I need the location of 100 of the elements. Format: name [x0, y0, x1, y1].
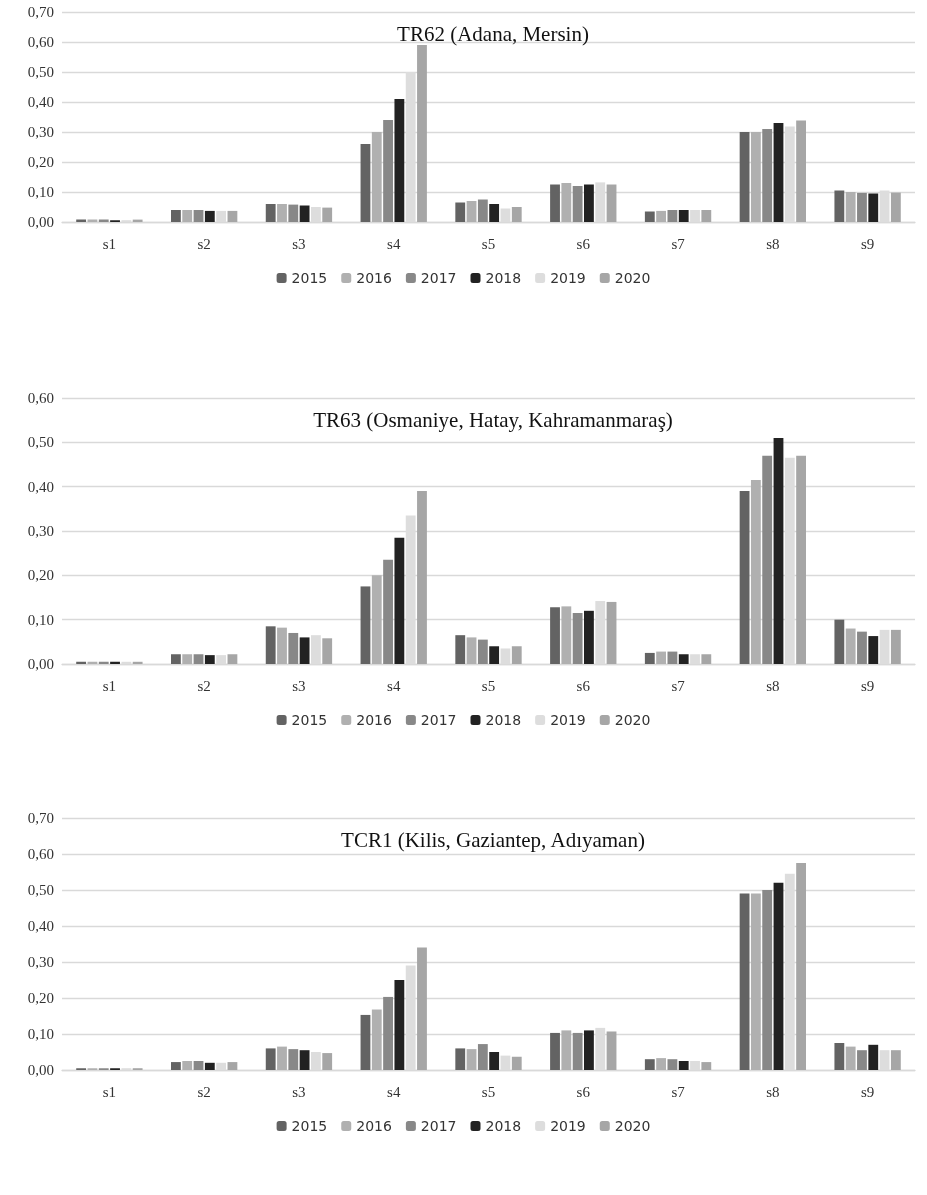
bar — [322, 207, 333, 222]
bar — [193, 1061, 204, 1070]
bar — [796, 863, 807, 1070]
x-tick-label: s7 — [671, 677, 686, 694]
bar — [417, 45, 427, 222]
x-tick-label: s2 — [197, 677, 211, 694]
bar — [644, 1059, 655, 1070]
bar — [857, 631, 867, 664]
bar — [584, 184, 594, 222]
bar — [417, 491, 427, 664]
y-tick-label: 0,20 — [27, 567, 54, 584]
legend-label: 2020 — [614, 712, 651, 728]
bar — [667, 651, 678, 664]
bar — [466, 637, 477, 664]
legend-label: 2020 — [614, 270, 651, 286]
y-tick-label: 0,30 — [27, 954, 54, 970]
x-tick-label: s7 — [671, 1083, 686, 1100]
bar — [477, 639, 488, 664]
x-tick-label: s2 — [197, 235, 211, 252]
bar — [656, 210, 667, 222]
y-tick-label: 0,10 — [27, 1026, 54, 1042]
bar — [845, 192, 856, 222]
y-tick-label: 0,70 — [27, 810, 54, 826]
bar — [750, 132, 761, 222]
legend-label: 2015 — [291, 1118, 328, 1134]
y-tick-label: 0,60 — [27, 34, 54, 50]
x-tick-label: s9 — [860, 677, 875, 694]
bar — [383, 996, 393, 1070]
x-tick-label: s1 — [102, 1083, 117, 1100]
bar — [584, 1030, 594, 1070]
bar — [834, 1043, 845, 1070]
bar — [796, 120, 807, 222]
legend-label: 2017 — [420, 712, 457, 728]
bar — [394, 980, 405, 1070]
bar — [606, 601, 617, 664]
bar — [572, 1032, 583, 1070]
bar — [489, 646, 500, 664]
bar — [868, 193, 879, 222]
bar — [299, 205, 310, 222]
bar — [489, 204, 500, 222]
bar — [288, 632, 299, 664]
bar — [489, 1052, 500, 1070]
bar — [299, 637, 310, 664]
bar — [584, 610, 594, 664]
chart-title: TR62 (Adana, Mersin) — [397, 21, 589, 46]
x-tick-label: s4 — [387, 235, 401, 252]
bar — [550, 607, 560, 664]
chart-title: TCR1 (Kilis, Gaziantep, Adıyaman) — [341, 827, 645, 852]
bar — [322, 1053, 333, 1070]
bar — [277, 627, 287, 664]
x-tick-label: s3 — [292, 1083, 306, 1100]
bar — [750, 480, 761, 664]
x-tick-label: s5 — [481, 677, 496, 694]
bar — [739, 132, 750, 222]
legend-label: 2018 — [485, 1118, 522, 1134]
bar — [110, 661, 120, 664]
bar — [561, 183, 572, 222]
bar — [773, 882, 784, 1070]
bar — [644, 652, 655, 664]
y-tick-label: 0,00 — [27, 656, 54, 672]
bar — [299, 1050, 310, 1070]
x-tick-label: s8 — [766, 235, 780, 252]
bar — [277, 204, 287, 222]
y-tick-label: 0,00 — [27, 214, 54, 230]
bar — [796, 455, 807, 664]
bar — [561, 606, 572, 664]
bar — [182, 1061, 193, 1070]
bar — [701, 654, 712, 664]
bar — [561, 1030, 572, 1070]
y-tick-label: 0,40 — [27, 918, 54, 934]
bar — [288, 1049, 299, 1070]
bar — [834, 619, 845, 664]
bar — [132, 661, 143, 664]
x-tick-label: s6 — [576, 235, 591, 252]
x-tick-label: s8 — [766, 677, 780, 694]
bar — [857, 192, 867, 222]
bar — [511, 207, 522, 222]
x-tick-label: s6 — [576, 677, 591, 694]
bar — [170, 1062, 181, 1070]
bar — [678, 210, 689, 222]
x-tick-label: s5 — [481, 235, 496, 252]
bar — [762, 455, 773, 664]
x-tick-label: s6 — [576, 1083, 591, 1100]
y-tick-label: 0,10 — [27, 611, 54, 628]
legend-label: 2020 — [614, 1118, 651, 1134]
bar — [383, 120, 393, 222]
bar — [750, 893, 761, 1070]
y-tick-label: 0,40 — [27, 478, 54, 495]
bar — [477, 199, 488, 222]
bar — [394, 99, 405, 222]
bar — [466, 201, 477, 222]
bar — [606, 1031, 617, 1070]
bar — [288, 204, 299, 222]
y-tick-label: 0,50 — [27, 882, 54, 898]
x-tick-label: s9 — [860, 1083, 875, 1100]
bar — [360, 586, 371, 664]
x-tick-label: s8 — [766, 1083, 780, 1100]
y-tick-label: 0,60 — [27, 846, 54, 862]
legend-label: 2015 — [291, 270, 328, 286]
legend-label: 2018 — [485, 712, 522, 728]
